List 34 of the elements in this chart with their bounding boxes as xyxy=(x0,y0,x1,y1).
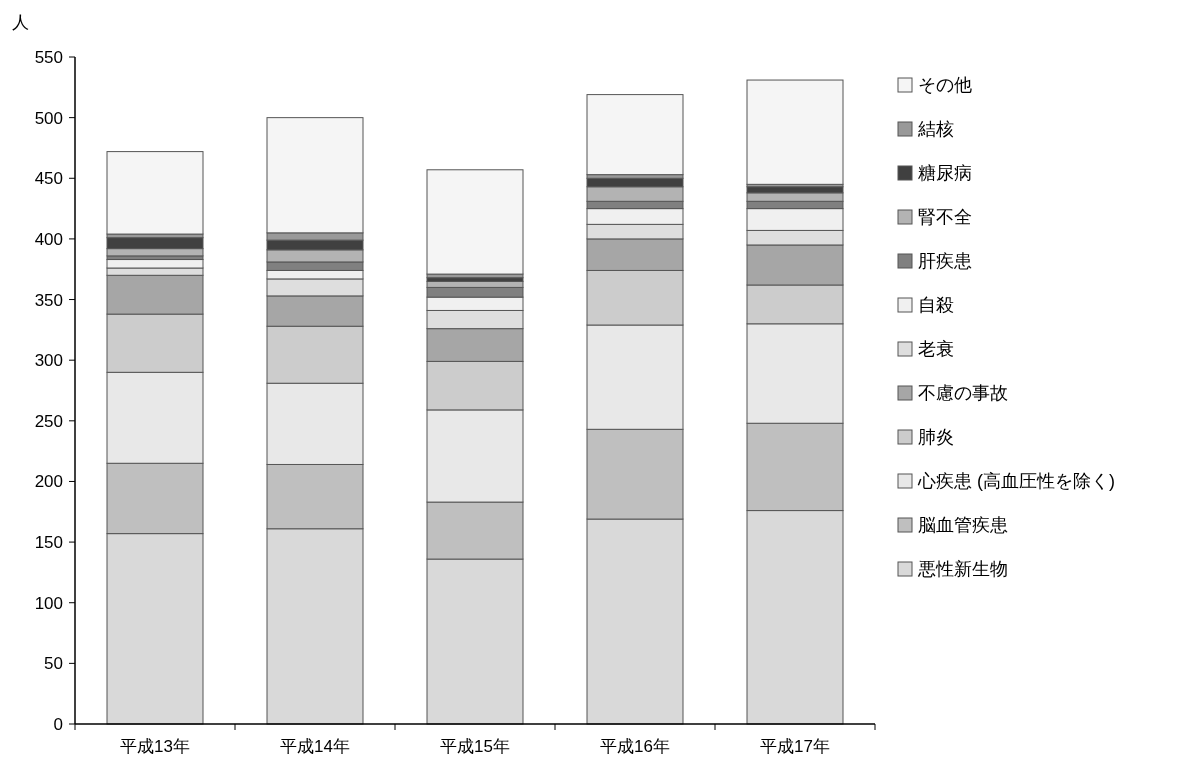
bar xyxy=(106,151,204,235)
y-tick-label: 0 xyxy=(53,715,63,734)
legend-label: 肝疾患 xyxy=(918,251,972,271)
y-tick-label: 100 xyxy=(34,593,63,613)
legend-label: 老衰 xyxy=(918,339,954,359)
y-tick-label: 400 xyxy=(34,229,63,249)
legend-label: 腎不全 xyxy=(918,207,972,227)
y-tick-label: 350 xyxy=(34,290,63,310)
y-tick-label: 550 xyxy=(34,48,63,67)
bar xyxy=(746,79,844,185)
y-tick-label: 50 xyxy=(44,654,63,674)
legend-label: 心疾患 (高血圧性を除く) xyxy=(917,471,1115,491)
bar xyxy=(586,94,684,176)
legend-label: 結核 xyxy=(917,119,954,139)
legend-label: 不慮の事故 xyxy=(918,383,1008,403)
y-tick-label: 450 xyxy=(34,169,63,189)
x-tick-label: 平成14年 xyxy=(280,737,350,756)
y-tick-label: 250 xyxy=(34,411,63,431)
legend-label: 自殺 xyxy=(918,295,954,315)
y-axis-title: 人 xyxy=(12,13,29,32)
legend-label: その他 xyxy=(918,75,972,95)
legend-label: 糖尿病 xyxy=(918,163,972,183)
y-tick-label: 200 xyxy=(34,472,63,492)
bar xyxy=(426,169,524,275)
x-tick-label: 平成16年 xyxy=(600,737,670,756)
y-tick-label: 300 xyxy=(34,351,63,371)
x-tick-label: 平成15年 xyxy=(440,737,510,756)
y-tick-label: 150 xyxy=(34,533,63,553)
legend-label: 悪性新生物 xyxy=(917,559,1008,579)
legend-label: 肺炎 xyxy=(918,427,954,447)
x-tick-label: 平成13年 xyxy=(120,737,190,756)
legend-label: 脳血管疾患 xyxy=(918,515,1008,535)
y-tick-label: 500 xyxy=(34,108,63,128)
x-tick-label: 平成17年 xyxy=(760,737,830,756)
